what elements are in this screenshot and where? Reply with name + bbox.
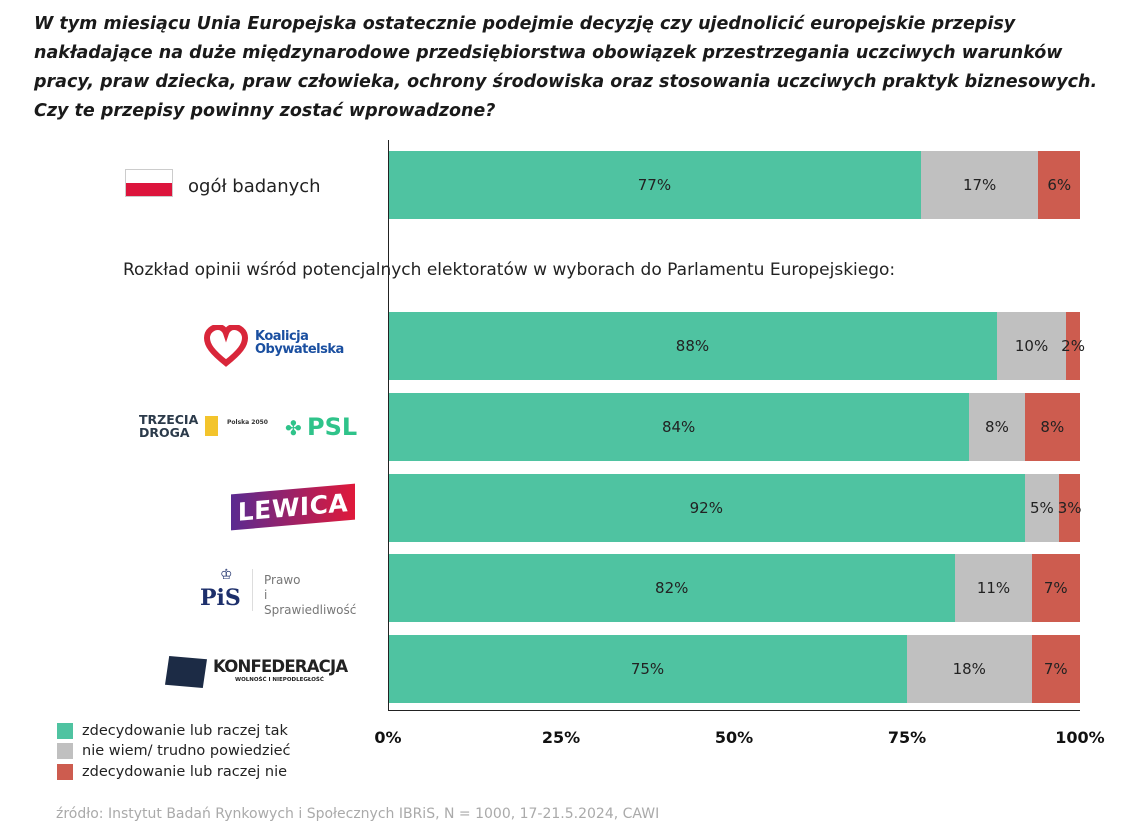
logo-text: WOLNOŚĆ I NIEPODLEGŁOŚĆ bbox=[235, 677, 324, 683]
data-label: 88% bbox=[675, 337, 710, 355]
bar-segment: 5% bbox=[1024, 474, 1060, 542]
bar-segment: 8% bbox=[1024, 393, 1080, 461]
logo-text: Prawo bbox=[264, 573, 301, 587]
poland-flag-icon bbox=[125, 169, 173, 197]
legend-label: zdecydowanie lub raczej tak bbox=[82, 723, 288, 739]
data-label: 10% bbox=[1014, 337, 1049, 355]
heart-icon bbox=[204, 325, 248, 367]
overall-label: ogół badanych bbox=[188, 176, 321, 197]
x-tick: 25% bbox=[541, 728, 581, 747]
bar-segment: 10% bbox=[996, 312, 1067, 380]
bar-row: 84% 8% 8% bbox=[388, 393, 1080, 461]
title-line: pracy, praw dziecka, praw człowieka, och… bbox=[34, 72, 1098, 92]
y-axis-line bbox=[388, 140, 389, 711]
td-logo: TRZECIA DROGA Polska 2050 ✤ PSL bbox=[139, 413, 359, 443]
bar-row: 77% 17% 6% bbox=[388, 151, 1080, 219]
bar-row: 88% 10% 2% bbox=[388, 312, 1085, 380]
logo-text: TRZECIA bbox=[139, 412, 199, 427]
data-label: 18% bbox=[952, 660, 986, 678]
bar-segment: 3% bbox=[1057, 474, 1082, 542]
data-label: 7% bbox=[1043, 579, 1068, 597]
logo-text: i Sprawiedliwość bbox=[264, 588, 357, 617]
title-line: W tym miesiącu Unia Europejska ostateczn… bbox=[34, 14, 1016, 34]
bar-segment: 6% bbox=[1038, 151, 1080, 219]
title-line: nakładające na duże międzynarodowe przed… bbox=[34, 43, 1063, 63]
title-line: Czy te przepisy powinny zostać wprowadzo… bbox=[34, 101, 496, 121]
data-label: 7% bbox=[1043, 660, 1068, 678]
data-label: 5% bbox=[1030, 499, 1054, 517]
data-label: 3% bbox=[1057, 499, 1082, 517]
lewica-logo: LEWICA bbox=[231, 483, 355, 531]
data-label: 2% bbox=[1061, 337, 1085, 355]
x-tick: 50% bbox=[714, 728, 754, 747]
legend-swatch bbox=[57, 723, 73, 739]
data-label: 92% bbox=[689, 499, 723, 517]
data-label: 8% bbox=[985, 418, 1009, 436]
crown-icon: ♔ bbox=[220, 567, 233, 583]
data-label: 6% bbox=[1047, 176, 1072, 194]
polska2050-icon bbox=[205, 416, 218, 436]
clover-icon: ✤ bbox=[285, 416, 302, 440]
data-label: 84% bbox=[661, 418, 696, 436]
bar-row: 92% 5% 3% bbox=[388, 474, 1082, 542]
logo-text: Koalicja bbox=[255, 329, 309, 344]
legend-item: zdecydowanie lub raczej tak bbox=[57, 723, 288, 739]
legend-item: nie wiem/ trudno powiedzieć bbox=[57, 743, 291, 759]
question-title: W tym miesiącu Unia Europejska ostateczn… bbox=[34, 10, 1124, 126]
subtitle: Rozkład opinii wśród potencjalnych elekt… bbox=[123, 260, 896, 280]
bar-segment: 8% bbox=[969, 393, 1025, 461]
bar-segment: 7% bbox=[1031, 635, 1080, 703]
logo-text: DROGA bbox=[139, 425, 190, 440]
legend-swatch bbox=[57, 764, 73, 780]
bar-segment: 75% bbox=[388, 635, 907, 703]
bar-row: 75% 18% 7% bbox=[388, 635, 1080, 703]
bar-segment: 18% bbox=[907, 635, 1032, 703]
logo-text: Obywatelska bbox=[255, 342, 344, 357]
x-tick: 0% bbox=[374, 728, 402, 747]
konfederacja-logo: KONFEDERACJA WOLNOŚĆ I NIEPODLEGŁOŚĆ bbox=[165, 652, 360, 692]
logo-text: KONFEDERACJA bbox=[213, 657, 348, 676]
x-tick: 75% bbox=[887, 728, 927, 747]
legend-label: nie wiem/ trudno powiedzieć bbox=[82, 743, 291, 759]
logo-text: PSL bbox=[307, 413, 358, 441]
eagle-icon bbox=[165, 656, 207, 688]
x-axis-line bbox=[388, 710, 1080, 711]
bar-segment: 7% bbox=[1031, 554, 1080, 622]
bar-segment: 92% bbox=[388, 474, 1025, 542]
legend-swatch bbox=[57, 743, 73, 759]
data-label: 77% bbox=[637, 176, 672, 194]
bar-segment: 17% bbox=[920, 151, 1039, 219]
bar-segment: 2% bbox=[1061, 312, 1085, 380]
data-label: 11% bbox=[976, 579, 1011, 597]
legend-label: zdecydowanie lub raczej nie bbox=[82, 764, 288, 780]
logo-text: LEWICA bbox=[237, 487, 349, 527]
data-label: 82% bbox=[655, 579, 689, 597]
bar-segment: 88% bbox=[388, 312, 997, 380]
x-tick: 100% bbox=[1055, 728, 1105, 747]
data-label: 75% bbox=[630, 660, 665, 678]
logo-text: PiS bbox=[200, 585, 241, 611]
bar-segment: 84% bbox=[388, 393, 970, 461]
source-note: źródło: Instytut Badań Rynkowych i Społe… bbox=[56, 806, 660, 822]
data-label: 8% bbox=[1040, 418, 1065, 436]
legend-item: zdecydowanie lub raczej nie bbox=[57, 764, 287, 780]
bar-segment: 11% bbox=[955, 554, 1032, 622]
data-label: 17% bbox=[962, 176, 997, 194]
pis-logo: ♔ PiS Prawo i Sprawiedliwość bbox=[200, 567, 360, 617]
bar-segment: 82% bbox=[388, 554, 956, 622]
bar-segment: 77% bbox=[388, 151, 921, 219]
logo-text: Polska 2050 bbox=[227, 419, 268, 426]
bar-row: 82% 11% 7% bbox=[388, 554, 1080, 622]
